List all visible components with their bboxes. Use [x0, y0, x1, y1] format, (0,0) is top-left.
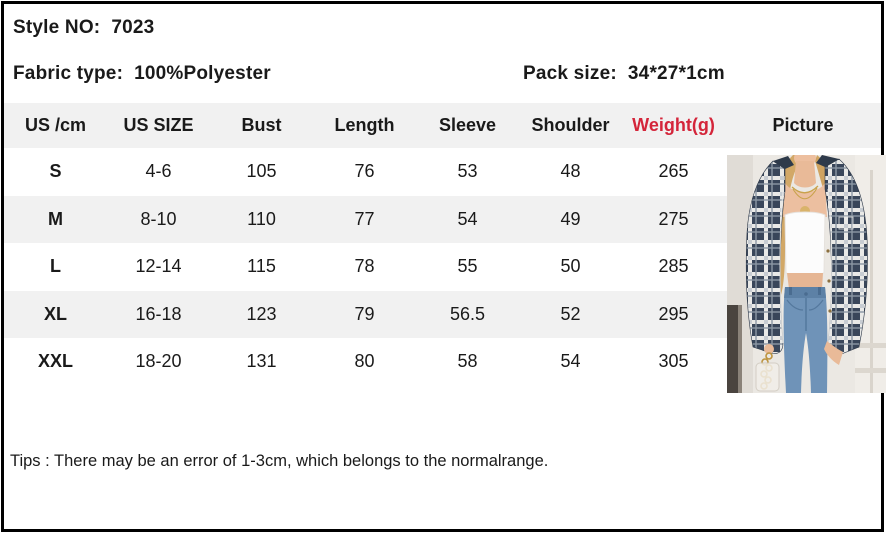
bust-cell: 123: [246, 303, 277, 324]
sleeve-cell: 58: [457, 351, 478, 372]
style-no-label: Style NO:: [13, 17, 101, 38]
product-photo: [727, 155, 886, 393]
bust-cell: 105: [246, 161, 277, 182]
shoulder-cell: 52: [560, 303, 581, 324]
weight-cell: 285: [658, 256, 689, 277]
column-header-picture: Picture: [772, 115, 834, 135]
spec-sheet-frame: Style NO: 7023 Fabric type: 100%Polyester …: [1, 1, 886, 532]
column-header-sleeve: Sleeve: [438, 115, 497, 135]
bust-cell: 110: [247, 208, 276, 229]
column-header-bust: Bust: [241, 115, 282, 135]
column-header-weight: Weight(g): [632, 115, 715, 135]
shoulder-cell: 48: [560, 161, 581, 182]
length-cell: 77: [354, 208, 375, 229]
sleeve-cell: 53: [457, 161, 478, 182]
us-size-cell: 4-6: [145, 161, 172, 182]
tips-text: Tips : There may be an error of 1-3cm, w…: [10, 452, 549, 470]
shoulder-cell: 49: [560, 208, 581, 229]
pack-size-line: Pack size: 34*27*1cm: [523, 63, 725, 85]
table-row-s: S 4-6 105 76 53 48 265: [4, 148, 881, 196]
length-cell: 80: [354, 351, 375, 372]
pack-size-value: 34*27*1cm: [627, 63, 725, 84]
us-size-cell: 8-10: [140, 208, 177, 229]
sleeve-cell: 56.5: [449, 303, 486, 324]
us-size-cell: 16-18: [135, 303, 182, 324]
length-cell: 79: [354, 303, 375, 324]
us-size-cell: 18-20: [135, 351, 182, 372]
length-cell: 76: [354, 161, 375, 182]
column-header-us-cm: US /cm: [24, 115, 87, 135]
size-cell: M: [48, 208, 63, 229]
bust-cell: 115: [247, 256, 276, 277]
size-cell: XXL: [37, 351, 73, 372]
column-header-us-size: US SIZE: [123, 115, 194, 135]
bust-cell: 131: [246, 351, 277, 372]
fabric-type-value: 100%Polyester: [134, 63, 271, 84]
table-row-xxl: XXL 18-20 131 80 58 54 305: [4, 338, 881, 386]
weight-cell: 295: [658, 303, 689, 324]
table-header-row: US /cm US SIZE Bust Length Sleeve Should…: [4, 103, 881, 148]
size-cell: L: [50, 256, 61, 277]
weight-cell: 275: [658, 208, 689, 229]
fabric-type-label: Fabric type:: [13, 63, 124, 84]
length-cell: 78: [354, 256, 375, 277]
style-no-line: Style NO: 7023: [13, 17, 154, 39]
table-row-l: L 12-14 115 78 55 50 285: [4, 243, 881, 291]
column-header-shoulder: Shoulder: [531, 115, 610, 135]
fabric-type-line: Fabric type: 100%Polyester: [13, 63, 271, 85]
weight-cell: 305: [658, 351, 689, 372]
style-no-value: 7023: [111, 17, 155, 38]
us-size-cell: 12-14: [135, 256, 182, 277]
size-cell: XL: [43, 303, 67, 324]
pack-size-label: Pack size:: [523, 63, 617, 84]
shoulder-cell: 54: [560, 351, 581, 372]
sleeve-cell: 54: [457, 208, 478, 229]
sleeve-cell: 55: [457, 256, 478, 277]
weight-cell: 265: [658, 161, 689, 182]
column-header-length: Length: [334, 115, 395, 135]
size-cell: S: [49, 161, 62, 182]
shoulder-cell: 50: [560, 256, 581, 277]
